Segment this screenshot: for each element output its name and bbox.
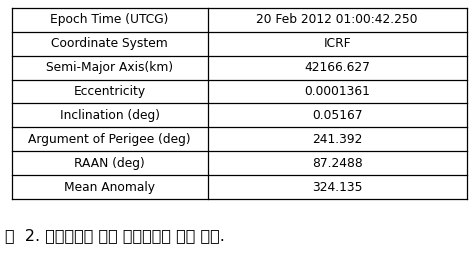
Text: 42166.627: 42166.627 [304, 61, 370, 74]
Text: Argument of Perigee (deg): Argument of Perigee (deg) [28, 133, 191, 146]
Text: Inclination (deg): Inclination (deg) [60, 109, 160, 122]
Text: 20 Feb 2012 01:00:42.250: 20 Feb 2012 01:00:42.250 [256, 13, 418, 26]
Text: Coordinate System: Coordinate System [51, 37, 168, 50]
Text: 241.392: 241.392 [312, 133, 363, 146]
Text: 0.0001361: 0.0001361 [304, 85, 370, 98]
Text: 324.135: 324.135 [312, 181, 363, 194]
Text: 87.2488: 87.2488 [312, 157, 363, 170]
Text: Epoch Time (UTCG): Epoch Time (UTCG) [51, 13, 169, 26]
Text: 표  2. 우주파편에 대한 시뮬레이션 궤도 조건.: 표 2. 우주파편에 대한 시뮬레이션 궤도 조건. [5, 228, 225, 243]
Text: 0.05167: 0.05167 [312, 109, 363, 122]
Text: ICRF: ICRF [323, 37, 351, 50]
Text: Semi-Major Axis(km): Semi-Major Axis(km) [46, 61, 173, 74]
Text: Mean Anomaly: Mean Anomaly [64, 181, 155, 194]
Text: RAAN (deg): RAAN (deg) [74, 157, 145, 170]
Text: Eccentricity: Eccentricity [73, 85, 146, 98]
